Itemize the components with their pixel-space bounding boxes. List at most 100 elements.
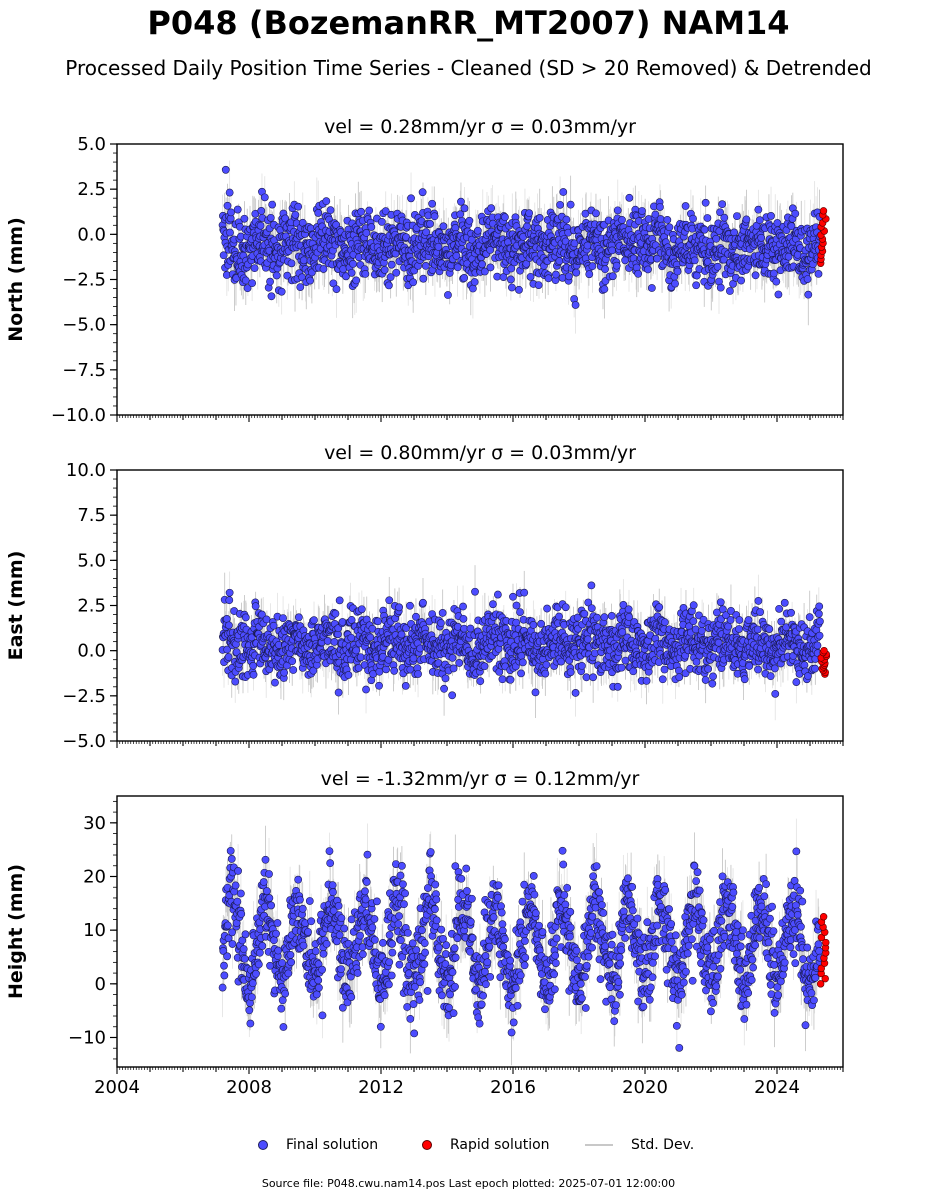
final-solution-point [613, 682, 622, 691]
final-solution-point [258, 610, 266, 619]
final-solution-point [375, 667, 384, 676]
final-solution-point [467, 235, 476, 244]
final-solution-point [701, 198, 710, 207]
final-solution-point [256, 221, 265, 230]
final-solution-point [656, 215, 665, 223]
final-solution-point [584, 598, 593, 607]
final-solution-point [438, 609, 447, 617]
final-solution-point [480, 662, 489, 671]
final-solution-point [366, 633, 375, 642]
final-solution-point [501, 213, 509, 222]
final-solution-point [339, 265, 348, 273]
final-solution-point [352, 646, 361, 655]
final-solution-point [559, 188, 568, 196]
final-solution-point [395, 603, 403, 612]
data-layer [218, 565, 831, 721]
final-solution-point [460, 204, 469, 213]
final-solution-point [306, 276, 315, 285]
final-solution-point [712, 234, 721, 243]
final-solution-point [774, 290, 783, 299]
final-solution-point [651, 210, 660, 219]
final-solution-point [347, 268, 356, 277]
final-solution-point [587, 581, 596, 590]
final-solution-point [713, 262, 722, 271]
final-solution-point [466, 624, 475, 633]
final-solution-point [476, 677, 485, 686]
final-solution-point [437, 619, 445, 627]
final-solution-point [642, 676, 651, 685]
final-solution-point [487, 204, 496, 213]
final-solution-point [506, 675, 515, 684]
final-solution-point [225, 188, 234, 197]
final-solution-point [357, 605, 366, 614]
final-solution-point [266, 213, 275, 222]
final-solution-point [517, 652, 526, 660]
final-solution-point [716, 208, 724, 217]
final-solution-point [537, 619, 546, 628]
final-solution-point [426, 219, 434, 228]
final-solution-point [644, 265, 652, 274]
final-solution-point [608, 246, 617, 255]
final-solution-point [225, 596, 234, 605]
final-solution-point [509, 592, 517, 601]
final-solution-point [681, 202, 690, 210]
final-solution-point [617, 663, 626, 672]
final-solution-point [516, 608, 524, 616]
final-solution-point [422, 228, 431, 237]
final-solution-point [726, 287, 734, 295]
final-solution-point [551, 270, 560, 279]
final-solution-point [407, 194, 415, 203]
final-solution-point [460, 273, 469, 282]
final-solution-point [221, 165, 230, 174]
final-solution-point [733, 212, 741, 221]
final-solution-point [294, 613, 303, 622]
final-solution-point [787, 222, 796, 231]
final-solution-point [291, 210, 300, 219]
final-solution-point [347, 633, 356, 642]
final-solution-point [660, 665, 669, 674]
final-solution-point [219, 251, 228, 260]
final-solution-point [419, 598, 427, 607]
final-solution-point [618, 216, 626, 224]
final-solution-point [655, 603, 664, 612]
final-solution-point [289, 666, 298, 674]
y-axis-label: North (mm) [5, 217, 27, 342]
final-solution-point [409, 654, 418, 663]
final-solution-point [541, 669, 550, 678]
final-solution-point [361, 269, 370, 278]
final-solution-point [570, 239, 579, 248]
final-solution-point [406, 601, 414, 610]
final-solution-point [296, 283, 305, 292]
final-solution-point [791, 209, 800, 218]
final-solution-point [223, 645, 232, 654]
final-solution-point [690, 256, 699, 265]
final-solution-point [612, 261, 621, 270]
final-solution-point [473, 226, 482, 235]
final-solution-point [523, 222, 531, 231]
final-solution-point [401, 682, 410, 690]
final-solution-point [332, 285, 341, 294]
final-solution-point [772, 277, 781, 286]
final-solution-point [755, 216, 764, 225]
panel-title: vel = 0.80mm/yr σ = 0.03mm/yr [324, 442, 636, 464]
final-solution-point [441, 674, 450, 683]
final-solution-point [222, 615, 231, 623]
final-solution-point [349, 259, 357, 268]
final-solution-point [621, 656, 630, 665]
final-solution-point [365, 206, 374, 215]
final-solution-point [434, 242, 443, 251]
final-solution-point [283, 271, 292, 280]
final-solution-point [250, 264, 259, 273]
final-solution-point [518, 658, 527, 667]
final-solution-point [585, 270, 594, 279]
final-solution-point [449, 664, 458, 673]
final-solution-point [803, 275, 812, 283]
y-tick-label: −2.5 [62, 270, 106, 291]
final-solution-point [271, 678, 279, 687]
final-solution-point [564, 272, 573, 281]
final-solution-point [280, 668, 289, 677]
final-solution-point [288, 657, 297, 666]
final-solution-point [299, 256, 308, 265]
final-solution-point [582, 673, 591, 682]
